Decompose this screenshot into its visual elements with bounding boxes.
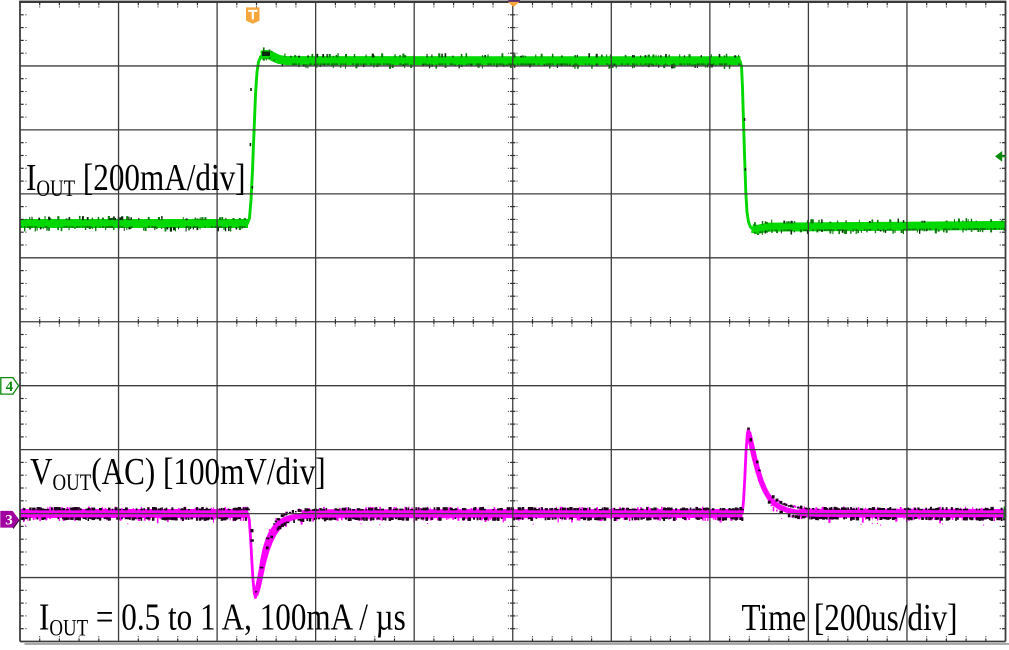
svg-text:Time [200us/div]: Time [200us/div] (742, 596, 958, 639)
svg-text:4: 4 (6, 379, 14, 395)
svg-text:3: 3 (5, 512, 13, 528)
svg-text:IOUT = 0.5 to 1 A, 100mA / µs: IOUT = 0.5 to 1 A, 100mA / µs (39, 596, 406, 641)
